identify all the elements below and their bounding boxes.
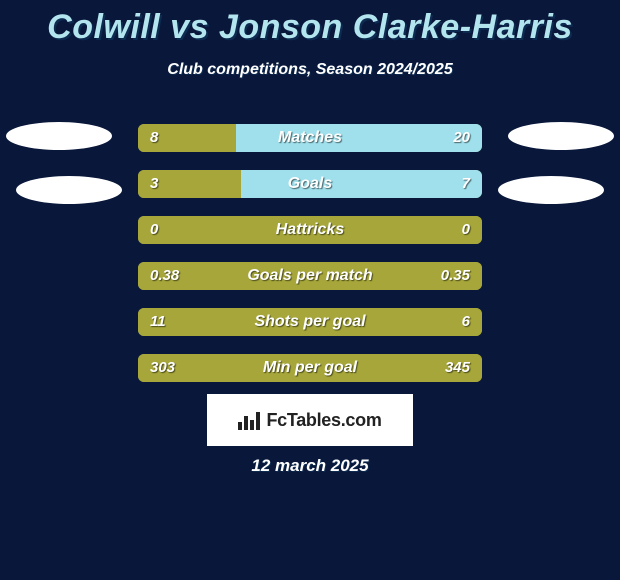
title: Colwill vs Jonson Clarke-Harris — [0, 0, 620, 47]
bar-left — [138, 216, 482, 244]
comparison-card: Colwill vs Jonson Clarke-Harris Club com… — [0, 0, 620, 580]
value-left: 0 — [138, 216, 170, 244]
player-left-badge-2 — [16, 176, 122, 204]
subtitle: Club competitions, Season 2024/2025 — [0, 61, 620, 79]
comparison-row: 0.380.35Goals per match — [138, 262, 482, 290]
value-left: 11 — [138, 308, 178, 336]
player-right-badge-2 — [498, 176, 604, 204]
player-right-badge-1 — [508, 122, 614, 150]
comparison-row: 303345Min per goal — [138, 354, 482, 382]
date-text: 12 march 2025 — [0, 456, 620, 476]
comparison-row: 820Matches — [138, 124, 482, 152]
value-right: 7 — [450, 170, 482, 198]
value-right: 0.35 — [429, 262, 482, 290]
bar-left — [138, 308, 482, 336]
comparison-row: 116Shots per goal — [138, 308, 482, 336]
bar-left — [138, 354, 482, 382]
value-right: 6 — [450, 308, 482, 336]
value-right: 20 — [441, 124, 482, 152]
bar-right — [241, 170, 482, 198]
logo-bars-icon — [238, 410, 260, 430]
comparison-rows: 820Matches37Goals00Hattricks0.380.35Goal… — [138, 124, 482, 400]
logo-box: FcTables.com — [207, 394, 413, 446]
value-left: 0.38 — [138, 262, 191, 290]
player-left-badge-1 — [6, 122, 112, 150]
logo-text: FcTables.com — [266, 410, 381, 431]
value-left: 8 — [138, 124, 170, 152]
value-right: 0 — [450, 216, 482, 244]
value-left: 3 — [138, 170, 170, 198]
value-left: 303 — [138, 354, 187, 382]
comparison-row: 00Hattricks — [138, 216, 482, 244]
comparison-row: 37Goals — [138, 170, 482, 198]
value-right: 345 — [433, 354, 482, 382]
